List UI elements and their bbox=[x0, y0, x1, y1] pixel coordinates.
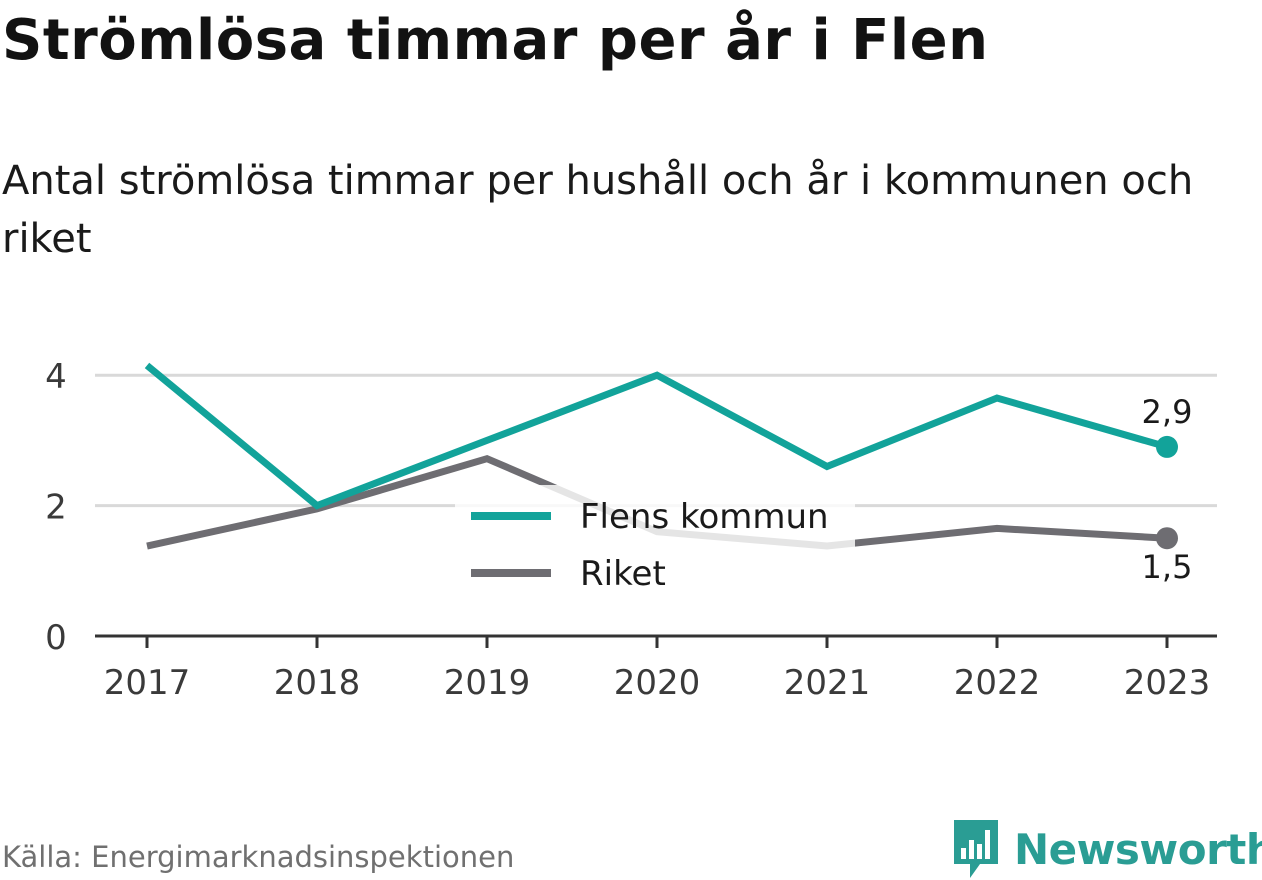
x-tick-labels: 2017 2018 2019 2020 2021 2022 2023 bbox=[104, 636, 1211, 703]
x-tick-label: 2023 bbox=[1124, 663, 1211, 703]
end-value-label: 1,5 bbox=[1142, 548, 1193, 586]
x-tick-label: 2021 bbox=[784, 663, 871, 703]
x-tick-label: 2022 bbox=[954, 663, 1041, 703]
bar-chart-icon bbox=[954, 820, 998, 878]
y-tick-label: 2 bbox=[45, 488, 67, 528]
y-tick-label: 0 bbox=[45, 618, 67, 658]
x-tick-label: 2017 bbox=[104, 663, 191, 703]
legend: Flens kommun Riket bbox=[455, 485, 855, 610]
x-tick-label: 2019 bbox=[444, 663, 531, 703]
legend-label: Riket bbox=[580, 554, 666, 594]
x-tick-label: 2020 bbox=[614, 663, 701, 703]
x-tick-label: 2018 bbox=[274, 663, 361, 703]
end-point-marker bbox=[1156, 435, 1178, 458]
end-point-marker bbox=[1156, 527, 1178, 550]
legend-label: Flens kommun bbox=[580, 497, 829, 537]
chart-subtitle: Antal strömlösa timmar per hushåll och å… bbox=[2, 158, 1194, 262]
y-tick-label: 4 bbox=[45, 357, 67, 397]
newsworthy-brand: Newsworthy bbox=[950, 818, 1262, 880]
brand-name: Newsworthy bbox=[1014, 824, 1262, 874]
legend-background bbox=[455, 485, 855, 610]
series-line bbox=[144, 362, 1168, 510]
source-note: Källa: Energimarknadsinspektionen bbox=[2, 840, 515, 874]
end-value-label: 2,9 bbox=[1142, 393, 1193, 431]
end-labels: 2,9 1,5 bbox=[1142, 393, 1193, 586]
chart-title: Strömlösa timmar per år i Flen bbox=[2, 8, 989, 73]
y-tick-labels: 0 2 4 bbox=[45, 357, 67, 658]
